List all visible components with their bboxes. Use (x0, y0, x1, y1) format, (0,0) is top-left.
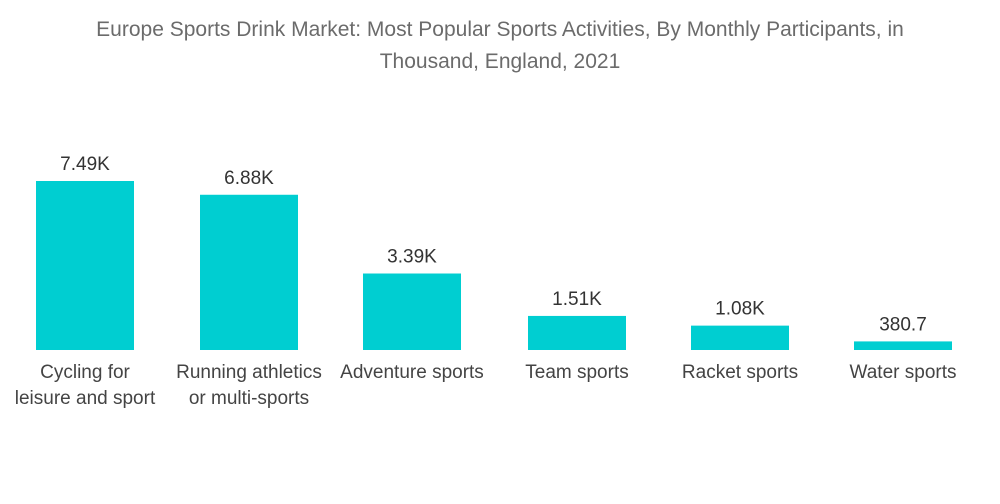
category-label-2-line-0: Adventure sports (340, 362, 484, 383)
category-label-1-line-1: or multi-sports (189, 388, 309, 409)
data-label-1: 6.88K (224, 168, 274, 189)
bar-0 (36, 181, 134, 350)
category-label-0-line-0: Cycling for (40, 362, 130, 383)
category-label-5-line-0: Water sports (850, 362, 957, 383)
category-label-3-line-0: Team sports (525, 362, 628, 383)
bar-1 (200, 194, 298, 350)
category-label-4: Racket sports (682, 362, 798, 383)
bar-3 (528, 315, 626, 350)
category-label-0: Cycling for leisure and sport (15, 362, 156, 409)
category-label-1-line-0: Running athletics (176, 362, 322, 383)
category-label-3: Team sports (525, 362, 628, 383)
category-label-5: Water sports (850, 362, 957, 383)
bar-4 (691, 325, 789, 350)
data-label-0: 7.49K (60, 154, 110, 175)
category-label-2: Adventure sports (340, 362, 484, 383)
chart-title: Europe Sports Drink Market: Most Popular… (20, 14, 980, 78)
category-label-4-line-0: Racket sports (682, 362, 798, 383)
chart-title-line-1: Europe Sports Drink Market: Most Popular… (96, 18, 904, 41)
bar-2 (363, 273, 461, 350)
category-label-1: Running athletics or multi-sports (176, 362, 322, 409)
category-label-0-line-1: leisure and sport (15, 388, 156, 409)
data-label-5: 380.7 (879, 314, 927, 335)
data-label-4: 1.08K (715, 299, 765, 320)
data-label-2: 3.39K (387, 247, 437, 268)
bar-5 (854, 341, 952, 350)
chart-title-line-2: Thousand, England, 2021 (379, 50, 621, 73)
data-label-3: 1.51K (552, 289, 602, 310)
